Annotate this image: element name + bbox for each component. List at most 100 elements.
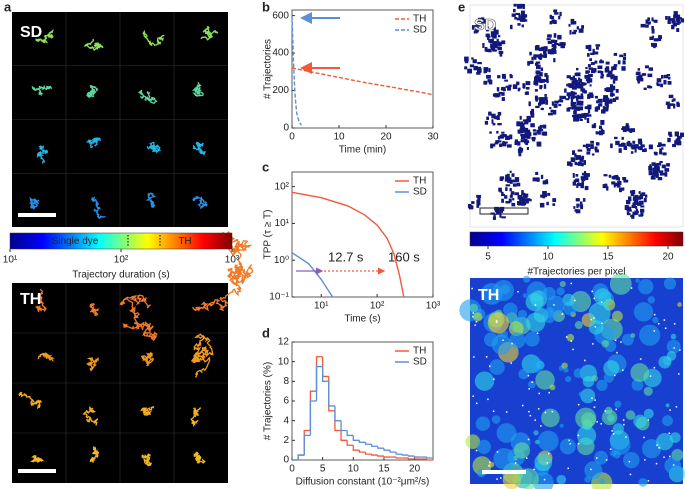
map-pixel xyxy=(488,111,492,116)
map-gap xyxy=(591,397,593,399)
map-pixel xyxy=(525,198,531,201)
map-pixel xyxy=(653,166,657,171)
map-pixel xyxy=(542,79,546,83)
map-pixel xyxy=(581,113,585,119)
histogram-step xyxy=(328,381,335,407)
map-pixel xyxy=(600,120,605,125)
map-pixel xyxy=(595,149,599,153)
map-pixel xyxy=(581,181,584,186)
map-pixel xyxy=(497,35,501,38)
map-gap xyxy=(653,330,655,332)
map-pixel xyxy=(469,206,474,210)
map-pixel xyxy=(609,93,615,97)
map-pixel xyxy=(647,85,651,89)
map-blob xyxy=(623,451,640,469)
map-pixel xyxy=(558,43,562,47)
map-pixel xyxy=(599,60,604,64)
map-pixel xyxy=(578,84,584,89)
map-pixel xyxy=(641,192,646,197)
map-pixel xyxy=(540,97,546,102)
map-pixel xyxy=(538,72,543,77)
map-pixel xyxy=(677,135,682,139)
map-pixel xyxy=(544,94,547,97)
map-pixel xyxy=(645,19,649,24)
map-gap xyxy=(614,339,617,342)
colorbar-text: TH xyxy=(178,236,191,247)
map-pixel xyxy=(467,204,472,208)
map-pixel xyxy=(540,78,543,84)
map-pixel xyxy=(543,79,549,82)
map-pixel xyxy=(673,103,676,109)
map-blob xyxy=(631,379,644,391)
map-pixel xyxy=(584,106,589,109)
map-pixel xyxy=(530,110,533,115)
map-pixel xyxy=(577,161,582,166)
trajectory xyxy=(85,137,102,149)
map-pixel xyxy=(477,17,482,22)
map-gap xyxy=(536,332,539,334)
map-pixel xyxy=(496,87,500,92)
map-pixel xyxy=(652,169,657,175)
x-tick-label: 10³ xyxy=(426,301,441,312)
map-pixel xyxy=(568,23,571,27)
data-line xyxy=(291,252,334,298)
trajectory xyxy=(37,352,56,362)
map-gap xyxy=(472,315,474,318)
map-pixel xyxy=(657,145,661,148)
map-blob xyxy=(559,423,564,428)
map-pixel xyxy=(580,176,585,181)
histogram-step xyxy=(352,445,360,451)
map-pixel xyxy=(571,86,577,90)
map-blob xyxy=(523,275,531,283)
map-pixel xyxy=(492,93,498,97)
map-pixel xyxy=(651,17,654,22)
map-pixel xyxy=(601,109,606,114)
map-gap xyxy=(649,375,652,377)
map-blob xyxy=(518,368,529,380)
map-pixel xyxy=(590,140,595,144)
map-pixel xyxy=(560,44,566,49)
map-pixel xyxy=(516,3,522,9)
map-pixel xyxy=(640,205,645,208)
trajectory xyxy=(18,391,43,410)
data-line xyxy=(291,67,434,96)
map-pixel xyxy=(595,44,601,47)
map-gap xyxy=(593,317,595,319)
map-gap xyxy=(534,419,536,421)
map-gap xyxy=(673,347,675,349)
map-pixel xyxy=(538,126,542,132)
map-pixel xyxy=(519,115,522,120)
map-pixel xyxy=(676,20,680,26)
map-pixel xyxy=(525,129,531,134)
map-pixel xyxy=(508,177,512,181)
map-pixel xyxy=(635,208,639,214)
trajectory xyxy=(29,196,40,210)
map-pixel xyxy=(666,74,671,77)
scale-bar xyxy=(479,207,529,215)
map-pixel xyxy=(476,71,481,75)
map-pixel xyxy=(580,204,584,210)
map-pixel xyxy=(528,101,531,107)
map-pixel xyxy=(501,40,506,45)
map-pixel xyxy=(570,157,576,163)
map-pixel xyxy=(467,68,473,74)
map-pixel xyxy=(492,122,496,126)
map-pixel xyxy=(575,174,579,177)
map-blob xyxy=(542,287,556,301)
map-pixel xyxy=(545,100,549,105)
map-gap xyxy=(570,282,572,285)
map-gap xyxy=(489,461,491,463)
map-gap xyxy=(577,434,579,437)
histogram-step xyxy=(377,455,384,457)
map-pixel xyxy=(584,185,589,191)
map-pixel xyxy=(519,146,522,150)
y-axis-label: # Trajectories xyxy=(263,39,274,99)
map-pixel xyxy=(572,173,575,178)
histogram-step xyxy=(358,450,366,453)
histogram-step xyxy=(407,455,415,457)
colorbar xyxy=(469,231,684,247)
map-pixel xyxy=(595,132,599,135)
map-blob xyxy=(662,415,673,427)
map-pixel xyxy=(492,46,496,52)
map-gap xyxy=(514,462,517,464)
